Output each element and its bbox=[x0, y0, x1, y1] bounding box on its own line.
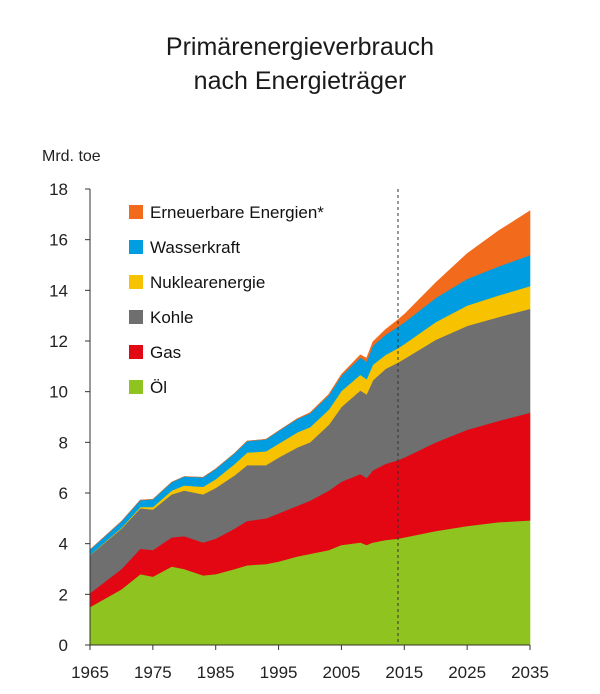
legend-swatch bbox=[129, 380, 143, 394]
chart-title-line-2: nach Energieträger bbox=[193, 67, 407, 95]
y-tick-label: 14 bbox=[49, 281, 68, 300]
legend-label: Nuklearenergie bbox=[150, 273, 265, 292]
y-tick-label: 4 bbox=[59, 535, 68, 554]
x-tick-label: 2005 bbox=[323, 663, 361, 682]
legend-label: Öl bbox=[150, 378, 167, 397]
y-tick-label: 18 bbox=[49, 180, 68, 199]
legend-label: Wasserkraft bbox=[150, 238, 240, 257]
legend-swatch bbox=[129, 205, 143, 219]
x-tick-label: 1995 bbox=[260, 663, 298, 682]
y-tick-label: 2 bbox=[59, 585, 68, 604]
y-axis-unit-label: Mrd. toe bbox=[42, 148, 101, 165]
y-tick-label: 6 bbox=[59, 484, 68, 503]
chart-title: Primärenergieverbrauch nach Energieträge… bbox=[0, 30, 600, 98]
x-tick-label: 1965 bbox=[71, 663, 109, 682]
legend: Erneuerbare Energien* Wasserkraft Nukleare… bbox=[129, 203, 324, 397]
area-layers bbox=[89, 210, 531, 646]
y-tick-label: 10 bbox=[49, 383, 68, 402]
y-tick-label: 16 bbox=[49, 231, 68, 250]
legend-swatch bbox=[129, 240, 143, 254]
area-series-5 bbox=[89, 210, 531, 550]
x-tick-label: 1975 bbox=[134, 663, 172, 682]
y-tick-label: 12 bbox=[49, 332, 68, 351]
x-tick-label: 1985 bbox=[197, 663, 235, 682]
y-tick-label: 8 bbox=[59, 433, 68, 452]
y-tick-label: 0 bbox=[59, 636, 68, 655]
legend-label: Erneuerbare Energien* bbox=[150, 203, 324, 222]
x-tick-label: 2025 bbox=[448, 663, 486, 682]
chart-title-line-1: Primärenergieverbrauch bbox=[165, 33, 435, 61]
x-tick-label: 2015 bbox=[385, 663, 423, 682]
legend-swatch bbox=[129, 310, 143, 324]
x-tick-label: 2035 bbox=[511, 663, 549, 682]
legend-label: Gas bbox=[150, 343, 181, 362]
legend-label: Kohle bbox=[150, 308, 193, 327]
legend-swatch bbox=[129, 345, 143, 359]
legend-swatch bbox=[129, 275, 143, 289]
axes: 0 2 4 6 8 10 12 14 16 18 1965 1975 1985 1995 2005 2015 2… bbox=[49, 180, 549, 682]
